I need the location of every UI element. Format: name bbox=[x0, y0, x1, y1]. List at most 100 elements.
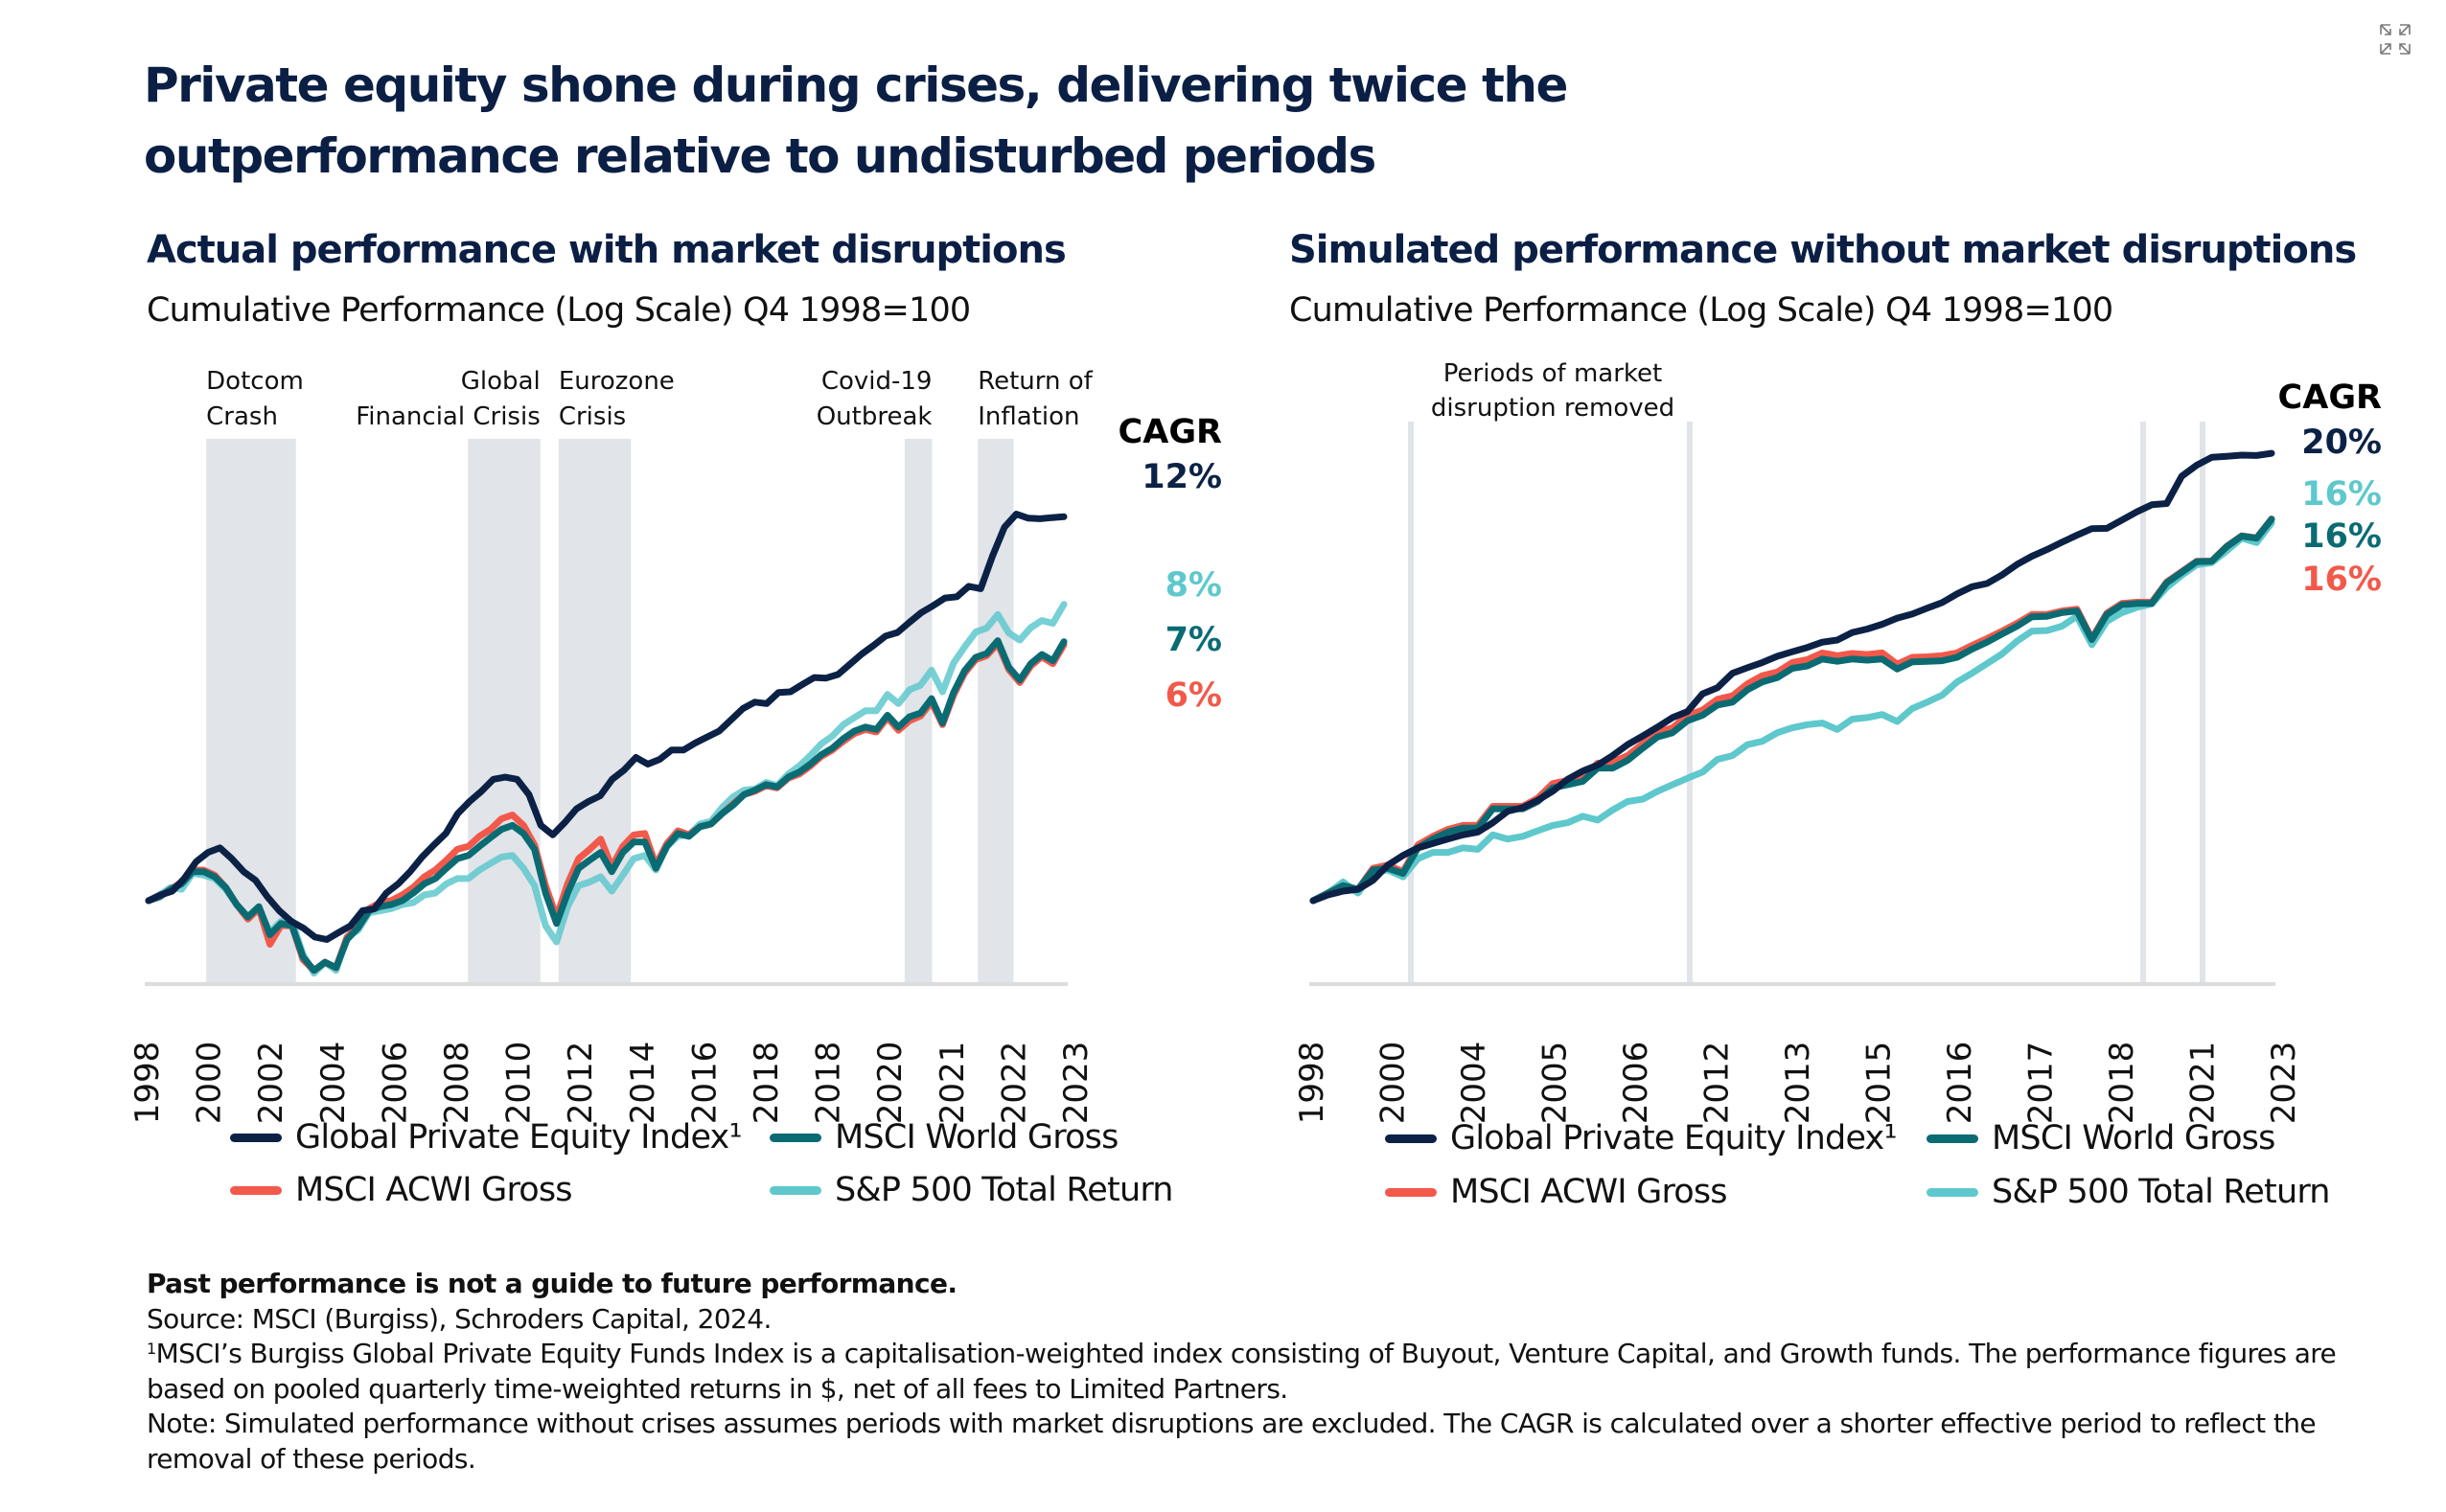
right-chart-subtitle: Cumulative Performance (Log Scale) Q4 19… bbox=[1289, 291, 2113, 330]
crisis-label-line1: Global bbox=[461, 367, 541, 396]
legend-label-pe: Global Private Equity Index¹ bbox=[295, 1118, 743, 1157]
x-tick-label: 2005 bbox=[1536, 1042, 1575, 1125]
cagr-value-sp500: 8% bbox=[1165, 566, 1222, 605]
footnote-text: 1MSCI’s Burgiss Global Private Equity Fu… bbox=[147, 1337, 2380, 1407]
x-tick-label: 2023 bbox=[1057, 1042, 1096, 1125]
legend-swatch-pe bbox=[1385, 1134, 1437, 1143]
crisis-label-line2: Financial Crisis bbox=[356, 402, 541, 431]
x-tick-label: 2010 bbox=[500, 1042, 539, 1125]
crisis-label-line1: Eurozone bbox=[559, 367, 675, 396]
cagr-value-pe: 12% bbox=[1142, 458, 1222, 496]
cagr-heading: CAGR bbox=[1119, 413, 1223, 451]
legend-swatch-world bbox=[770, 1133, 821, 1142]
left-chart-title: Actual performance with market disruptio… bbox=[147, 228, 1067, 272]
legend-swatch-acwi bbox=[230, 1185, 282, 1195]
legend-swatch-world bbox=[1927, 1134, 1978, 1143]
simulated-performance-chart: Periods of market disruption removed 1998 2… bbox=[1293, 359, 2382, 1124]
crisis-shade-band bbox=[978, 439, 1014, 982]
x-tick-label: 2017 bbox=[2022, 1042, 2061, 1125]
x-tick-label: 2016 bbox=[1941, 1042, 1979, 1125]
footer-notes: Past performance is not a guide to futur… bbox=[147, 1267, 2380, 1477]
legend-item-world[interactable]: MSCI World Gross bbox=[1927, 1119, 2275, 1157]
x-tick-label: 1998 bbox=[1293, 1042, 1331, 1125]
x-tick-label: 2000 bbox=[191, 1042, 229, 1125]
crisis-shade-band bbox=[468, 439, 541, 982]
legend-item-acwi[interactable]: MSCI ACWI Gross bbox=[1385, 1173, 1728, 1211]
x-tick-label: 2014 bbox=[624, 1042, 662, 1125]
x-tick-label: 2012 bbox=[1698, 1042, 1737, 1125]
footnote-body: MSCI’s Burgiss Global Private Equity Fun… bbox=[147, 1338, 2337, 1405]
x-tick-label: 2004 bbox=[1455, 1042, 1493, 1125]
cagr-value-world: 7% bbox=[1165, 621, 1222, 659]
crisis-label-line2: Crash bbox=[206, 402, 278, 431]
note-text: Note: Simulated performance without cris… bbox=[147, 1408, 2317, 1475]
cagr-value-world: 16% bbox=[2301, 517, 2382, 556]
legend-label-acwi: MSCI ACWI Gross bbox=[295, 1171, 573, 1209]
legend-label-sp500: S&P 500 Total Return bbox=[1992, 1173, 2330, 1211]
series-line-world bbox=[145, 637, 1068, 974]
x-tick-label: 2018 bbox=[748, 1042, 786, 1125]
crisis-label-line2: Outbreak bbox=[817, 402, 933, 431]
x-tick-label: 1998 bbox=[128, 1042, 167, 1125]
footnote-marker: 1 bbox=[147, 1340, 156, 1358]
x-tick-label: 2016 bbox=[685, 1042, 724, 1125]
legend-label-world: MSCI World Gross bbox=[1992, 1119, 2275, 1157]
x-tick-label: 2020 bbox=[871, 1042, 910, 1125]
disruption-marker-line bbox=[2200, 422, 2205, 982]
crisis-label-line2: Crisis bbox=[559, 402, 626, 431]
cagr-value-sp500: 16% bbox=[2301, 475, 2382, 514]
crisis-label-line1: Dotcom bbox=[206, 367, 304, 396]
disruption-marker-line bbox=[1687, 422, 1693, 982]
legend-item-acwi[interactable]: MSCI ACWI Gross bbox=[230, 1171, 573, 1209]
legend-label-pe: Global Private Equity Index¹ bbox=[1450, 1119, 1898, 1157]
legend-label-acwi: MSCI ACWI Gross bbox=[1450, 1173, 1728, 1211]
right-chart-title: Simulated performance without market dis… bbox=[1289, 228, 2357, 272]
x-tick-label: 2006 bbox=[1617, 1042, 1655, 1125]
cagr-heading: CAGR bbox=[2278, 378, 2383, 417]
x-tick-label: 2004 bbox=[314, 1042, 353, 1125]
x-tick-label: 2018 bbox=[810, 1042, 848, 1125]
legend-item-pe[interactable]: Global Private Equity Index¹ bbox=[230, 1118, 743, 1157]
actual-performance-chart: Dotcom Crash Global Financial Crisis Eurozon… bbox=[128, 367, 1222, 1124]
x-tick-label: 2008 bbox=[438, 1042, 476, 1125]
page-title: Private equity shone during crises, deli… bbox=[144, 57, 1568, 184]
legend-item-sp500[interactable]: S&P 500 Total Return bbox=[1927, 1173, 2330, 1211]
legend-swatch-pe bbox=[230, 1133, 282, 1142]
x-tick-label: 2013 bbox=[1779, 1042, 1817, 1125]
x-tick-label: 2002 bbox=[252, 1042, 290, 1125]
legend-swatch-sp500 bbox=[770, 1185, 821, 1195]
crisis-label-line1: Covid-19 bbox=[821, 367, 933, 396]
x-tick-label: 2006 bbox=[376, 1042, 414, 1125]
x-tick-label: 2015 bbox=[1860, 1042, 1899, 1125]
cagr-value-acwi: 16% bbox=[2301, 561, 2382, 599]
legend-swatch-sp500 bbox=[1927, 1187, 1978, 1197]
left-chart-subtitle: Cumulative Performance (Log Scale) Q4 19… bbox=[147, 291, 971, 330]
x-tick-label: 2021 bbox=[2184, 1042, 2223, 1125]
cagr-value-acwi: 6% bbox=[1165, 676, 1222, 715]
disclaimer-text: Past performance is not a guide to futur… bbox=[147, 1268, 958, 1299]
disruption-marker-line bbox=[2140, 422, 2146, 982]
source-text: Source: MSCI (Burgiss), Schroders Capita… bbox=[147, 1302, 772, 1335]
legend-item-pe[interactable]: Global Private Equity Index¹ bbox=[1385, 1119, 1898, 1157]
disruption-annotation-line1: Periods of market bbox=[1443, 359, 1662, 388]
series-line-sp500 bbox=[1309, 519, 2275, 905]
legend-item-sp500[interactable]: S&P 500 Total Return bbox=[770, 1171, 1173, 1209]
disruption-annotation-line2: disruption removed bbox=[1431, 394, 1674, 423]
series-line-world bbox=[1309, 515, 2275, 905]
series-line-pe bbox=[145, 511, 1068, 943]
x-tick-label: 2022 bbox=[995, 1042, 1033, 1125]
x-tick-label: 2012 bbox=[562, 1042, 600, 1125]
crisis-label-line2: Inflation bbox=[978, 402, 1079, 431]
collapse-arrows-icon-glyph bbox=[2380, 24, 2411, 55]
legend-swatch-acwi bbox=[1385, 1187, 1437, 1197]
x-tick-label: 2018 bbox=[2103, 1042, 2141, 1125]
legend-label-sp500: S&P 500 Total Return bbox=[835, 1171, 1173, 1209]
x-tick-label: 2023 bbox=[2265, 1042, 2303, 1125]
x-tick-label: 2000 bbox=[1374, 1042, 1413, 1125]
crisis-shade-band bbox=[206, 439, 296, 982]
legend-item-world[interactable]: MSCI World Gross bbox=[770, 1118, 1119, 1157]
crisis-label-line1: Return of bbox=[978, 367, 1093, 396]
legend-label-world: MSCI World Gross bbox=[835, 1118, 1119, 1157]
collapse-arrows-icon[interactable] bbox=[2379, 23, 2411, 56]
